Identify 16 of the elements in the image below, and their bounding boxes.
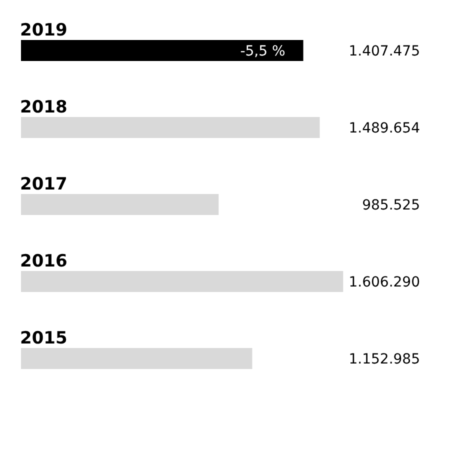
data-label: 1.407.475 (348, 44, 420, 60)
bar (21, 40, 304, 61)
bar (21, 271, 344, 292)
data-label: 1.606.290 (348, 274, 420, 290)
data-label: 1.152.985 (348, 352, 420, 368)
data-label: 1.489.654 (348, 120, 420, 136)
y-tick-label: 2017 (20, 174, 68, 194)
y-tick-label: 2016 (20, 252, 68, 272)
bar (21, 348, 252, 369)
y-tick-label: 2015 (20, 328, 68, 348)
bar (21, 117, 320, 138)
y-tick-label: 2018 (20, 98, 68, 118)
data-label: 985.525 (362, 198, 420, 214)
y-tick-label: 2019 (20, 20, 68, 40)
bar (21, 194, 219, 215)
annotation: -5,5 % (240, 44, 286, 60)
